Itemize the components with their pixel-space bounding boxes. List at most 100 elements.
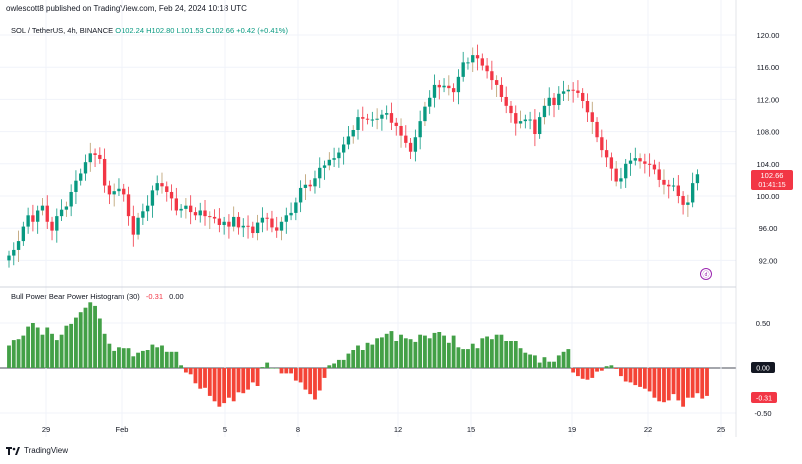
candle xyxy=(45,195,49,230)
candle-body xyxy=(399,125,403,136)
candle-body xyxy=(327,159,331,166)
histogram-bar xyxy=(78,312,83,368)
histogram-bar xyxy=(604,366,609,368)
histogram-bar xyxy=(700,368,705,399)
histogram-bar xyxy=(408,339,413,368)
candle-body xyxy=(260,217,265,223)
dividend-marker-icon[interactable]: ⓓ xyxy=(700,268,712,280)
candle xyxy=(246,215,250,239)
histogram-bar xyxy=(227,368,231,398)
candle xyxy=(255,214,260,241)
histogram-bar xyxy=(74,317,78,368)
price-axis[interactable]: 120.00 116.00 112.00 108.00 104.00 100.00 96.0… xyxy=(757,31,780,265)
time-tick-label: 19 xyxy=(568,425,576,434)
histogram-bar xyxy=(580,368,585,379)
candle-body xyxy=(45,205,49,222)
svg-text:ⓓ: ⓓ xyxy=(703,271,710,279)
candle-body xyxy=(380,114,384,119)
histogram-bar xyxy=(475,348,480,368)
candle-body xyxy=(604,150,609,158)
candle-body xyxy=(490,71,494,81)
candle xyxy=(456,69,461,105)
histogram-bar xyxy=(638,368,642,387)
histogram-bar xyxy=(250,368,255,383)
histogram-bar xyxy=(317,368,322,391)
price-badge-value: 102.66 xyxy=(761,171,784,180)
histogram-bar xyxy=(399,334,403,368)
candle-body xyxy=(686,202,690,205)
histogram-bar xyxy=(671,368,676,395)
candle xyxy=(346,125,351,150)
indicator-value-2: 0.00 xyxy=(169,292,184,301)
candle xyxy=(188,195,193,225)
candle xyxy=(232,206,236,232)
candle xyxy=(676,175,680,204)
candle xyxy=(418,110,422,150)
candle xyxy=(375,108,379,130)
candles-layer xyxy=(7,44,700,268)
candle xyxy=(313,170,317,194)
histogram-bar xyxy=(666,368,671,401)
histogram-bar xyxy=(293,368,298,381)
tradingview-logo-icon xyxy=(6,446,20,455)
candle xyxy=(499,77,504,102)
candle xyxy=(275,216,279,238)
candle xyxy=(581,88,585,109)
candle-body xyxy=(619,178,623,182)
candle-body xyxy=(590,112,594,122)
symbol-name[interactable]: SOL / TetherUS, 4h, BINANCE xyxy=(11,26,114,35)
candle xyxy=(169,184,174,211)
histogram-bar xyxy=(246,368,250,390)
histogram-bar xyxy=(160,345,164,368)
candle xyxy=(590,101,594,135)
candle-body xyxy=(518,121,523,124)
candle xyxy=(671,177,676,192)
candle xyxy=(423,101,427,126)
publish-info: owlescott8 published on TradingView.com,… xyxy=(6,4,247,13)
candle-body xyxy=(40,205,45,211)
candle-body xyxy=(59,209,64,217)
indicator-name[interactable]: Bull Power Bear Power Histogram (30) xyxy=(11,292,140,301)
histogram-bar xyxy=(609,365,614,368)
candle-body xyxy=(155,183,159,191)
candle xyxy=(523,114,528,129)
histogram-bar xyxy=(470,343,475,368)
histogram-bar xyxy=(231,368,236,402)
indicator-tick-label: 0.50 xyxy=(756,319,771,328)
time-tick-label: 22 xyxy=(644,425,652,434)
histogram-bar xyxy=(126,348,131,368)
candle-body xyxy=(595,121,599,138)
candle xyxy=(136,212,140,240)
histogram-bar xyxy=(193,368,198,384)
candle xyxy=(327,152,331,171)
histogram-bar xyxy=(265,362,270,368)
histogram-bar xyxy=(356,345,360,368)
candle xyxy=(394,117,398,136)
histogram-bar xyxy=(571,368,576,373)
candle-body xyxy=(385,113,389,115)
indicator-legend: Bull Power Bear Power Histogram (30) -0.… xyxy=(11,292,184,301)
candle-body xyxy=(428,97,432,107)
candle xyxy=(40,198,45,216)
histogram-bar xyxy=(642,368,647,389)
candle xyxy=(576,80,580,98)
histogram-bar xyxy=(556,355,561,368)
candle xyxy=(126,186,131,226)
candle xyxy=(165,181,169,202)
histogram-bar xyxy=(54,340,59,368)
histogram-bar xyxy=(509,341,513,368)
candle-body xyxy=(533,119,537,135)
candle-body xyxy=(193,212,198,216)
candle-body xyxy=(308,184,312,187)
indicator-axis[interactable]: 0.50 -0.50 xyxy=(754,319,771,418)
candle xyxy=(365,113,370,125)
footer-brand[interactable]: TradingView xyxy=(24,446,69,455)
histogram-bar xyxy=(685,368,690,398)
candle-body xyxy=(117,188,121,192)
time-axis[interactable]: 29 Feb 5 8 12 15 19 22 25 xyxy=(42,425,725,434)
histogram-bar xyxy=(260,367,265,368)
candle-body xyxy=(179,208,183,211)
candle-body xyxy=(36,210,40,222)
